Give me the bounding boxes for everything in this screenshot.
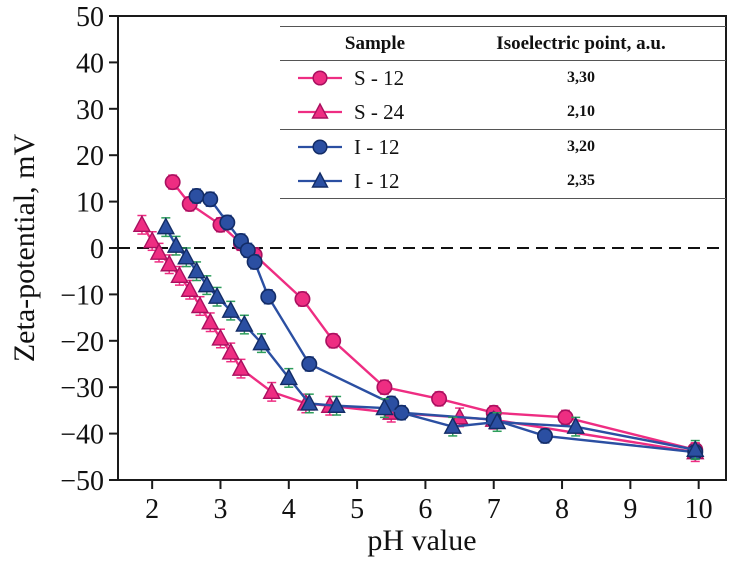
legend-table: Sample Isoelectric point, a.u. S - 12 3,3… [280,26,726,199]
svg-text:−30: −30 [60,373,104,404]
series-iep-value: 3,20 [567,138,595,155]
series-iep-value: 2,35 [567,172,595,189]
series-label: S - 24 [354,99,405,124]
series-iep-value: 2,10 [567,103,595,120]
series-2 [188,188,704,461]
svg-text:9: 9 [623,494,637,525]
series-label: I - 12 [354,168,400,193]
legend-header: Sample Isoelectric point, a.u. [280,27,726,61]
series-iep-value: 3,30 [567,69,595,86]
legend-header-sample: Sample [344,32,406,54]
svg-text:3: 3 [213,494,227,525]
svg-text:2: 2 [145,494,159,525]
legend-row: S - 24 2,10 [280,95,726,129]
x-axis-ticks: 2 3 4 5 6 7 8 9 10 [145,480,713,525]
svg-text:8: 8 [555,494,569,525]
legend-row: I - 12 3,20 [280,129,726,164]
series-3 [156,217,705,460]
series-label: I - 12 [354,134,400,159]
triangle-marker-icon [298,171,342,188]
legend-sample-cell: S - 12 [280,66,470,91]
legend-sample-cell: I - 12 [280,135,470,160]
svg-text:−50: −50 [60,466,104,497]
svg-text:5: 5 [350,494,364,525]
triangle-marker-icon [298,102,342,119]
svg-text:−40: −40 [60,420,104,451]
circle-marker-icon [298,139,342,155]
svg-text:0: 0 [90,234,104,265]
legend-row: S - 12 3,30 [280,61,726,95]
legend-header-iep: Isoelectric point, a.u. [496,32,666,54]
svg-text:10: 10 [76,188,104,219]
legend-sample-cell: I - 12 [280,169,470,194]
legend-sample-cell: S - 24 [280,100,470,125]
svg-text:30: 30 [76,95,104,126]
svg-text:20: 20 [76,141,104,172]
svg-text:−10: −10 [60,280,104,311]
svg-text:6: 6 [418,494,432,525]
x-axis-title: pH value [367,524,477,557]
svg-text:50: 50 [76,2,104,33]
series-1 [132,214,705,463]
y-axis-ticks: −50 −40 −30 −20 −10 0 10 20 30 40 50 [60,2,118,497]
svg-text:7: 7 [487,494,501,525]
legend-row: I - 12 2,35 [280,164,726,198]
y-axis-title: Zeta-potential, mV [8,133,41,363]
svg-text:40: 40 [76,48,104,79]
legend-rows: S - 12 3,30 S - 24 2,10 I - 12 3,20 I - 12 2,35 [280,61,726,198]
circle-marker-icon [298,70,342,86]
svg-text:−20: −20 [60,327,104,358]
svg-text:4: 4 [282,494,296,525]
svg-text:10: 10 [685,494,713,525]
series-label: S - 12 [354,65,405,90]
